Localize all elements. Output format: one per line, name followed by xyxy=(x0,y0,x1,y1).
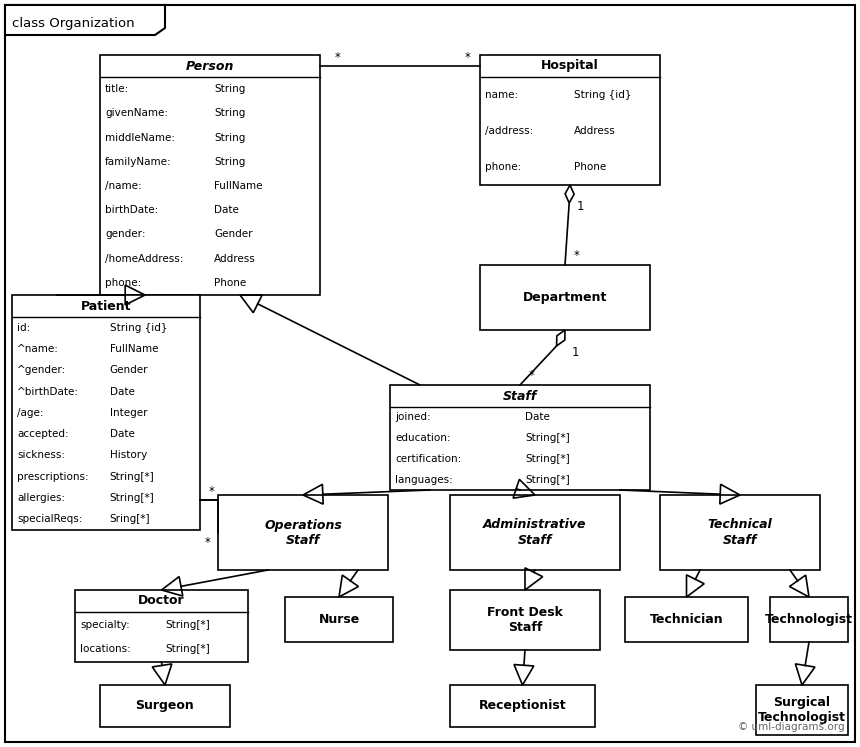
Text: givenName:: givenName: xyxy=(105,108,168,118)
Bar xyxy=(390,385,650,490)
Text: id:: id: xyxy=(17,323,30,332)
Text: Doctor: Doctor xyxy=(138,595,185,607)
Bar xyxy=(218,495,388,570)
Text: 1: 1 xyxy=(571,346,579,359)
Text: Technical
Staff: Technical Staff xyxy=(708,518,772,547)
Text: History: History xyxy=(110,450,147,460)
Text: String[*]: String[*] xyxy=(110,493,155,503)
Text: Date: Date xyxy=(525,412,550,422)
Text: *: * xyxy=(205,536,211,549)
Text: /name:: /name: xyxy=(105,181,142,191)
Text: ^gender:: ^gender: xyxy=(17,365,66,375)
Text: Staff: Staff xyxy=(503,389,538,403)
Text: Gender: Gender xyxy=(214,229,253,240)
Text: Department: Department xyxy=(523,291,607,304)
Text: *: * xyxy=(209,486,215,498)
Bar xyxy=(770,597,848,642)
Text: Person: Person xyxy=(186,60,234,72)
Text: String[*]: String[*] xyxy=(165,619,210,630)
Text: String: String xyxy=(214,108,246,118)
Text: allergies:: allergies: xyxy=(17,493,65,503)
Text: *: * xyxy=(335,52,341,64)
Text: Phone: Phone xyxy=(214,278,247,288)
Bar xyxy=(480,55,660,185)
Bar xyxy=(625,597,748,642)
Text: © uml-diagrams.org: © uml-diagrams.org xyxy=(739,722,845,732)
Text: education:: education: xyxy=(395,433,451,443)
Bar xyxy=(450,590,600,650)
Text: birthDate:: birthDate: xyxy=(105,205,158,215)
Bar xyxy=(75,590,248,662)
Bar xyxy=(450,495,620,570)
Text: gender:: gender: xyxy=(105,229,145,240)
Text: Address: Address xyxy=(574,126,616,136)
Text: Front Desk
Staff: Front Desk Staff xyxy=(487,606,563,634)
Text: specialty:: specialty: xyxy=(80,619,130,630)
Text: *: * xyxy=(574,249,580,261)
Text: /age:: /age: xyxy=(17,408,44,418)
Bar xyxy=(100,55,320,295)
Bar xyxy=(450,685,595,727)
Text: *: * xyxy=(465,52,471,64)
Bar xyxy=(756,685,848,735)
Text: certification:: certification: xyxy=(395,454,461,464)
Text: String[*]: String[*] xyxy=(165,645,210,654)
Text: Integer: Integer xyxy=(110,408,147,418)
Bar xyxy=(480,265,650,330)
Text: String: String xyxy=(214,157,246,167)
Text: phone:: phone: xyxy=(105,278,141,288)
Text: sickness:: sickness: xyxy=(17,450,65,460)
Text: joined:: joined: xyxy=(395,412,431,422)
Text: String[*]: String[*] xyxy=(525,433,570,443)
Text: class Organization: class Organization xyxy=(12,16,135,29)
Text: ^birthDate:: ^birthDate: xyxy=(17,386,79,397)
Text: Surgical
Technologist: Surgical Technologist xyxy=(758,696,846,724)
Polygon shape xyxy=(5,5,165,35)
Text: Hospital: Hospital xyxy=(541,60,599,72)
Text: Technologist: Technologist xyxy=(765,613,853,626)
Text: Technician: Technician xyxy=(649,613,723,626)
Bar xyxy=(100,685,230,727)
Text: accepted:: accepted: xyxy=(17,429,69,439)
Text: /homeAddress:: /homeAddress: xyxy=(105,254,183,264)
Text: phone:: phone: xyxy=(485,162,521,172)
Text: ^name:: ^name: xyxy=(17,344,58,354)
Text: FullName: FullName xyxy=(110,344,158,354)
Text: String[*]: String[*] xyxy=(525,454,570,464)
Text: String {id}: String {id} xyxy=(574,90,631,100)
Text: Administrative
Staff: Administrative Staff xyxy=(483,518,587,547)
Text: FullName: FullName xyxy=(214,181,263,191)
Text: title:: title: xyxy=(105,84,129,94)
Text: middleName:: middleName: xyxy=(105,132,175,143)
Text: Gender: Gender xyxy=(110,365,148,375)
Text: Sring[*]: Sring[*] xyxy=(110,515,150,524)
Text: 1: 1 xyxy=(576,200,584,214)
Text: Address: Address xyxy=(214,254,256,264)
Text: String[*]: String[*] xyxy=(525,474,570,485)
Text: /address:: /address: xyxy=(485,126,533,136)
Text: Nurse: Nurse xyxy=(318,613,359,626)
Text: familyName:: familyName: xyxy=(105,157,172,167)
Text: *: * xyxy=(529,368,535,382)
Text: String: String xyxy=(214,132,246,143)
Text: Date: Date xyxy=(110,386,135,397)
Text: locations:: locations: xyxy=(80,645,131,654)
Text: Patient: Patient xyxy=(81,300,132,312)
Text: Date: Date xyxy=(214,205,239,215)
Text: Receptionist: Receptionist xyxy=(479,699,567,713)
Bar xyxy=(660,495,820,570)
Text: String[*]: String[*] xyxy=(110,472,155,482)
Text: Operations
Staff: Operations Staff xyxy=(264,518,342,547)
Text: String: String xyxy=(214,84,246,94)
Bar xyxy=(12,295,200,530)
Text: Phone: Phone xyxy=(574,162,605,172)
Text: specialReqs:: specialReqs: xyxy=(17,515,83,524)
Text: Surgeon: Surgeon xyxy=(136,699,194,713)
Text: prescriptions:: prescriptions: xyxy=(17,472,89,482)
Bar xyxy=(285,597,393,642)
Text: name:: name: xyxy=(485,90,518,100)
Text: languages:: languages: xyxy=(395,474,452,485)
Text: String {id}: String {id} xyxy=(110,323,167,332)
Text: Date: Date xyxy=(110,429,135,439)
